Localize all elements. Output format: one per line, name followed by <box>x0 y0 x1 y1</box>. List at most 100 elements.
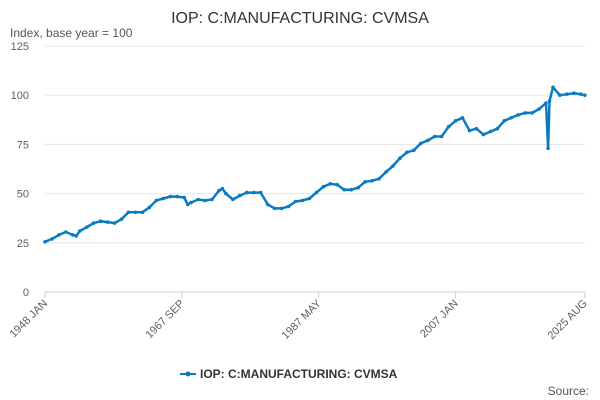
data-point[interactable] <box>551 85 555 90</box>
y-axis-ticks: 0 25 50 75 100 125 <box>11 41 29 299</box>
data-point[interactable] <box>432 134 437 139</box>
data-point[interactable] <box>363 180 367 184</box>
chart-title: IOP: C:MANUFACTURING: CVMSA <box>171 10 429 27</box>
data-point[interactable] <box>217 188 221 193</box>
data-point[interactable] <box>495 126 500 131</box>
series-line <box>44 86 586 243</box>
data-point[interactable] <box>272 206 277 211</box>
data-point[interactable] <box>474 126 479 131</box>
data-point[interactable] <box>210 197 214 202</box>
y-tick-label: 100 <box>11 90 29 102</box>
data-point[interactable] <box>231 197 235 202</box>
series-points <box>43 85 587 244</box>
data-point[interactable] <box>565 92 569 96</box>
data-point[interactable] <box>85 225 89 229</box>
data-point[interactable] <box>196 197 200 202</box>
source-label: Source: <box>548 384 589 398</box>
data-point[interactable] <box>133 210 138 215</box>
data-point[interactable] <box>185 202 190 207</box>
x-tick-label: 1948 JAN <box>7 298 50 341</box>
x-tick-label: 2007 JAN <box>418 298 461 341</box>
data-point[interactable] <box>419 141 423 146</box>
data-point[interactable] <box>293 199 298 204</box>
data-point[interactable] <box>546 146 550 151</box>
data-point[interactable] <box>161 196 166 201</box>
data-point[interactable] <box>572 91 576 95</box>
data-point[interactable] <box>203 198 207 203</box>
data-point[interactable] <box>558 93 562 97</box>
data-point[interactable] <box>453 119 458 123</box>
data-point[interactable] <box>384 170 388 174</box>
data-point[interactable] <box>71 233 75 237</box>
data-point[interactable] <box>398 156 402 160</box>
data-point[interactable] <box>112 221 117 225</box>
data-point[interactable] <box>509 116 513 120</box>
data-point[interactable] <box>321 184 326 189</box>
data-point[interactable] <box>64 230 68 234</box>
y-tick-label: 0 <box>23 287 29 299</box>
data-point[interactable] <box>57 233 61 237</box>
data-point[interactable] <box>119 217 124 221</box>
plot-area <box>43 85 587 244</box>
data-point[interactable] <box>182 195 186 200</box>
data-point[interactable] <box>314 190 319 195</box>
data-point[interactable] <box>224 191 228 196</box>
data-point[interactable] <box>265 202 270 207</box>
data-point[interactable] <box>98 219 103 223</box>
data-point[interactable] <box>446 124 451 129</box>
data-point[interactable] <box>189 200 193 205</box>
data-point[interactable] <box>377 177 381 181</box>
data-point[interactable] <box>78 229 82 233</box>
data-point[interactable] <box>481 132 486 137</box>
data-point[interactable] <box>168 194 173 199</box>
data-point[interactable] <box>460 116 465 120</box>
data-point[interactable] <box>252 190 256 195</box>
data-point[interactable] <box>140 210 145 215</box>
data-point[interactable] <box>91 221 96 225</box>
data-point[interactable] <box>175 194 179 199</box>
data-point[interactable] <box>547 99 552 103</box>
data-point[interactable] <box>530 111 534 115</box>
gridlines <box>45 45 585 293</box>
data-point[interactable] <box>238 193 242 198</box>
data-point[interactable] <box>43 240 47 244</box>
data-point[interactable] <box>579 92 583 96</box>
data-point[interactable] <box>523 111 527 115</box>
data-point[interactable] <box>105 220 110 224</box>
data-point[interactable] <box>74 234 79 238</box>
data-point[interactable] <box>126 210 131 215</box>
x-tick-label: 1987 MAY <box>280 297 325 342</box>
data-point[interactable] <box>412 148 416 153</box>
legend[interactable]: IOP: C:MANUFACTURING: CVMSA <box>180 367 398 381</box>
data-point[interactable] <box>391 164 395 168</box>
data-point[interactable] <box>279 206 284 211</box>
data-point[interactable] <box>147 205 152 210</box>
data-point[interactable] <box>370 179 374 183</box>
data-point[interactable] <box>349 187 354 192</box>
data-point[interactable] <box>328 182 333 186</box>
data-point[interactable] <box>425 138 430 143</box>
data-point[interactable] <box>502 119 507 123</box>
data-point[interactable] <box>467 128 472 133</box>
y-tick-label: 125 <box>11 41 29 53</box>
data-point[interactable] <box>537 107 541 111</box>
data-point[interactable] <box>342 187 347 192</box>
data-point[interactable] <box>300 198 305 203</box>
data-point[interactable] <box>50 237 54 241</box>
data-point[interactable] <box>583 93 587 97</box>
data-point[interactable] <box>220 186 225 191</box>
data-point[interactable] <box>488 129 493 134</box>
y-axis-label: Index, base year = 100 <box>10 26 133 40</box>
data-point[interactable] <box>335 182 340 187</box>
data-point[interactable] <box>405 150 409 155</box>
data-point[interactable] <box>356 185 360 190</box>
data-point[interactable] <box>286 204 291 209</box>
data-point[interactable] <box>544 101 548 105</box>
x-axis: 1948 JAN 1967 SEP 1987 MAY 2007 JAN 2025 AUG <box>7 291 590 342</box>
data-point[interactable] <box>245 190 249 195</box>
data-point[interactable] <box>307 196 312 201</box>
data-point[interactable] <box>154 198 159 203</box>
data-point[interactable] <box>258 190 263 195</box>
data-point[interactable] <box>439 134 444 139</box>
data-point[interactable] <box>516 113 520 117</box>
